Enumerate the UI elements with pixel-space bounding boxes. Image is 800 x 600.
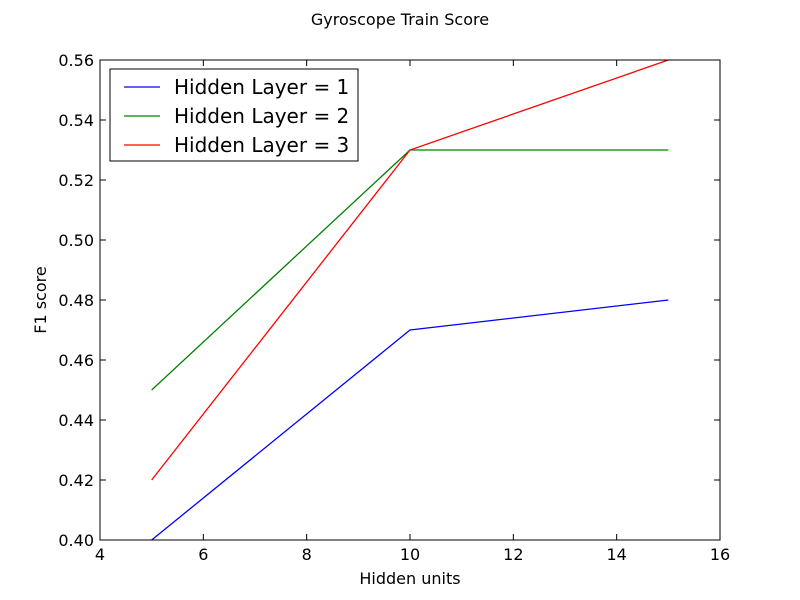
y-tick-label: 0.50: [58, 231, 94, 250]
y-tick-label: 0.48: [58, 291, 94, 310]
axes: 4 6 8 10 12 14 16 0.40 0.42 0.44 0.46 0.48 0.50 0.52 0…: [58, 51, 730, 564]
chart-title: Gyroscope Train Score: [311, 10, 489, 29]
legend-box: [109, 68, 359, 162]
legend-label-3: Hidden Layer = 3: [174, 133, 349, 157]
x-tick-label: 14: [606, 545, 626, 564]
y-tick-label: 0.56: [58, 51, 94, 70]
x-tick-label: 10: [400, 545, 420, 564]
y-tick-label: 0.42: [58, 471, 94, 490]
x-tick-label: 8: [302, 545, 312, 564]
x-tick-label: 6: [198, 545, 208, 564]
series-line-1: [151, 299, 669, 540]
y-tick-label: 0.52: [58, 171, 94, 190]
series-line-3: [151, 60, 669, 481]
x-tick-label: 16: [710, 545, 730, 564]
y-tick-label: 0.46: [58, 351, 94, 370]
legend-label-2: Hidden Layer = 2: [174, 104, 349, 128]
y-tick-label: 0.54: [58, 111, 94, 130]
plot-area: [151, 60, 669, 540]
y-tick-label: 0.40: [58, 531, 94, 550]
x-tick-label: 12: [503, 545, 523, 564]
legend-label-1: Hidden Layer = 1: [174, 75, 349, 99]
x-tick-label: 4: [95, 545, 105, 564]
y-axis-label: F1 score: [31, 266, 50, 333]
y-tick-label: 0.44: [58, 411, 94, 430]
series-lines: [151, 60, 669, 540]
legend: Hidden Layer = 1 Hidden Layer = 2 Hidden L…: [109, 68, 359, 162]
x-axis-label: Hidden units: [359, 569, 460, 588]
